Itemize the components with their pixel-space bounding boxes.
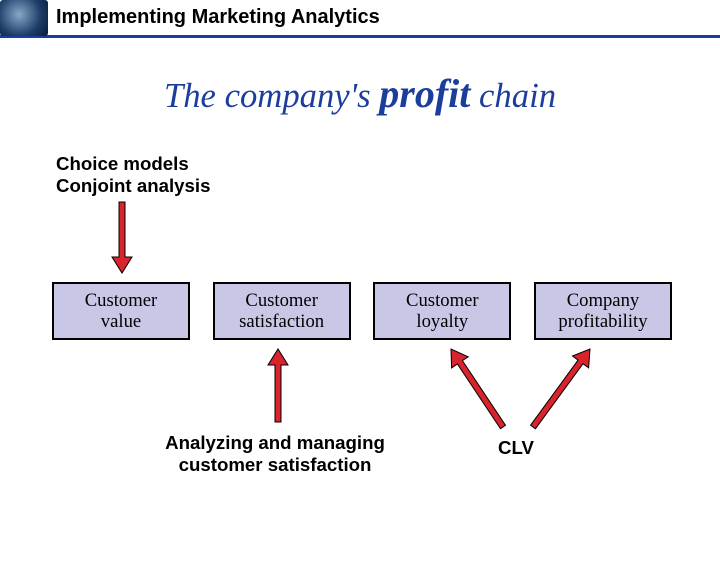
top-label-line2: Conjoint analysis [56,175,210,197]
slide-title-suffix: chain [470,77,556,115]
header-logo-image [0,0,48,36]
header-title: Implementing Marketing Analytics [0,0,720,35]
slide-title: The company's profit chain [0,70,720,117]
bottom-left-label: Analyzing and managing customer satisfac… [145,432,405,476]
header-bar: Implementing Marketing Analytics [0,0,720,38]
arrow [112,202,132,273]
arrow [268,349,288,422]
arrow [451,349,506,429]
chain-row: Customervalue Customersatisfaction Custome… [52,282,672,340]
diagram-canvas: Choice models Conjoint analysis Customer… [0,117,720,577]
bottom-left-line1: Analyzing and managing [145,432,405,454]
chain-box-0: Customervalue [52,282,190,340]
top-label-line1: Choice models [56,153,210,175]
bottom-right-label: CLV [498,437,534,459]
bottom-left-line2: customer satisfaction [145,454,405,476]
chain-box-3: Companyprofitability [534,282,672,340]
chain-box-1: Customersatisfaction [213,282,351,340]
chain-box-2: Customerloyalty [373,282,511,340]
slide-title-prefix: The company's [164,77,379,115]
arrow [531,349,590,429]
top-labels: Choice models Conjoint analysis [56,153,210,197]
slide-title-emph: profit [379,71,470,116]
